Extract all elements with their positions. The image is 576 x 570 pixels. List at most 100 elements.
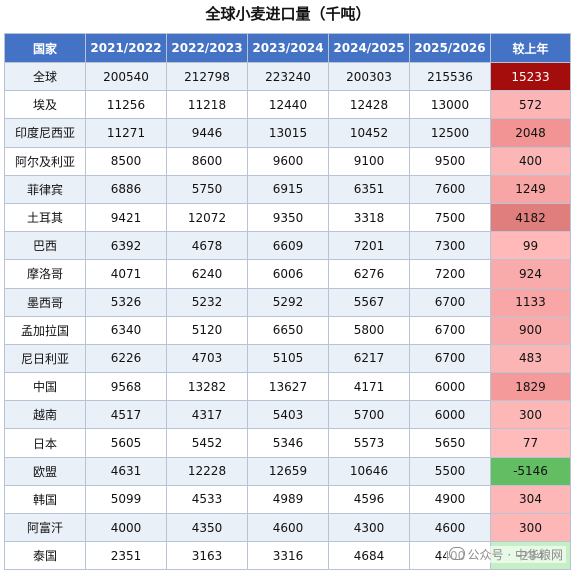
- table-row: 全球 200540 212798 223240 200303 215536 15233: [4, 61, 571, 92]
- value-cell: 6000: [409, 400, 491, 430]
- change-cell: 2048: [490, 118, 571, 148]
- value-cell: 6700: [409, 315, 491, 345]
- change-cell: 1133: [490, 287, 571, 317]
- country-cell: 阿尔及利亚: [4, 146, 86, 176]
- column-header: 2022/2023: [166, 33, 248, 63]
- value-cell: 4989: [247, 484, 329, 515]
- value-cell: 4533: [166, 484, 248, 515]
- value-cell: 3318: [328, 202, 410, 233]
- value-cell: 212798: [166, 61, 248, 92]
- value-cell: 200540: [85, 61, 167, 92]
- value-cell: 4600: [247, 512, 329, 543]
- value-cell: 9500: [409, 146, 491, 176]
- table-row: 阿富汗 4000 4350 4600 4300 4600 300: [4, 512, 571, 543]
- table-row: 菲律宾 6886 5750 6915 6351 7600 1249: [4, 174, 571, 204]
- value-cell: 11271: [85, 118, 167, 148]
- value-cell: 12072: [166, 202, 248, 233]
- value-cell: 12500: [409, 118, 491, 148]
- country-cell: 埃及: [4, 90, 86, 120]
- value-cell: 6006: [247, 259, 329, 289]
- column-header: 国家: [4, 33, 86, 63]
- change-cell: 15233: [490, 61, 571, 92]
- table-row: 日本 5605 5452 5346 5573 5650 77: [4, 428, 571, 458]
- value-cell: 9568: [85, 372, 167, 402]
- table-row: 欧盟 4631 12228 12659 10646 5500 -5146: [4, 456, 571, 486]
- value-cell: 3163: [166, 541, 248, 570]
- value-cell: 5700: [328, 400, 410, 430]
- column-header: 较上年: [490, 33, 571, 63]
- change-cell: 4182: [490, 202, 571, 233]
- value-cell: 4703: [166, 343, 248, 374]
- value-cell: 6340: [85, 315, 167, 345]
- value-cell: 6240: [166, 259, 248, 289]
- value-cell: 12659: [247, 456, 329, 486]
- country-cell: 中国: [4, 372, 86, 402]
- value-cell: 4900: [409, 484, 491, 515]
- change-cell: 1829: [490, 372, 571, 402]
- table-row: 越南 4517 4317 5403 5700 6000 300: [4, 400, 571, 430]
- country-cell: 摩洛哥: [4, 259, 86, 289]
- value-cell: 4678: [166, 231, 248, 261]
- column-header: 2025/2026: [409, 33, 491, 63]
- value-cell: 4631: [85, 456, 167, 486]
- value-cell: 5800: [328, 315, 410, 345]
- country-cell: 韩国: [4, 484, 86, 515]
- value-cell: 13282: [166, 372, 248, 402]
- value-cell: 4350: [166, 512, 248, 543]
- change-cell: 400: [490, 146, 571, 176]
- table-row: 孟加拉国 6340 5120 6650 5800 6700 900: [4, 315, 571, 345]
- value-cell: 5650: [409, 428, 491, 458]
- value-cell: 5099: [85, 484, 167, 515]
- country-cell: 巴西: [4, 231, 86, 261]
- country-cell: 尼日利亚: [4, 343, 86, 374]
- value-cell: 9600: [247, 146, 329, 176]
- value-cell: 5573: [328, 428, 410, 458]
- table-row: 泰国23513163331646844400-284: [4, 541, 571, 570]
- wechat-icon: [448, 547, 465, 560]
- change-cell: 300: [490, 400, 571, 430]
- value-cell: 6915: [247, 174, 329, 204]
- table-row: 韩国 5099 4533 4989 4596 4900 304: [4, 484, 571, 515]
- value-cell: 5500: [409, 456, 491, 486]
- watermark: 公众号 · 中华粮网: [445, 546, 566, 563]
- value-cell: 5452: [166, 428, 248, 458]
- value-cell: 3316: [247, 541, 329, 570]
- table-body: 全球 200540 212798 223240 200303 215536 15233 埃及 1…: [4, 61, 571, 570]
- table-row: 埃及 11256 11218 12440 12428 13000 572: [4, 90, 571, 120]
- column-header: 2023/2024: [247, 33, 329, 63]
- value-cell: 4596: [328, 484, 410, 515]
- country-cell: 越南: [4, 400, 86, 430]
- change-cell: 77: [490, 428, 571, 458]
- country-cell: 印度尼西亚: [4, 118, 86, 148]
- table-row: 中国 9568 13282 13627 4171 6000 1829: [4, 372, 571, 402]
- value-cell: 5403: [247, 400, 329, 430]
- wheat-import-table: 国家 2021/2022 2022/2023 2023/2024 2024/2025 20…: [4, 33, 571, 570]
- country-cell: 孟加拉国: [4, 315, 86, 345]
- value-cell: 12440: [247, 90, 329, 120]
- value-cell: 6886: [85, 174, 167, 204]
- value-cell: 2351: [85, 541, 167, 570]
- value-cell: 7300: [409, 231, 491, 261]
- change-cell: -5146: [490, 456, 571, 486]
- value-cell: 5605: [85, 428, 167, 458]
- table-row: 墨西哥 5326 5232 5292 5567 6700 1133: [4, 287, 571, 317]
- table-row: 巴西 6392 4678 6609 7201 7300 99: [4, 231, 571, 261]
- chart-title: 全球小麦进口量（千吨）: [205, 5, 371, 23]
- value-cell: 9350: [247, 202, 329, 233]
- value-cell: 12428: [328, 90, 410, 120]
- table-header-row: 国家 2021/2022 2022/2023 2023/2024 2024/2025 20…: [4, 33, 571, 63]
- table-row: 阿尔及利亚 8500 8600 9600 9100 9500 400: [4, 146, 571, 176]
- value-cell: 4684: [328, 541, 410, 570]
- value-cell: 6700: [409, 343, 491, 374]
- value-cell: 6000: [409, 372, 491, 402]
- value-cell: 6650: [247, 315, 329, 345]
- table-row: 土耳其 9421 12072 9350 3318 7500 4182: [4, 202, 571, 233]
- value-cell: 6217: [328, 343, 410, 374]
- value-cell: 11218: [166, 90, 248, 120]
- value-cell: 4071: [85, 259, 167, 289]
- country-cell: 土耳其: [4, 202, 86, 233]
- value-cell: 5750: [166, 174, 248, 204]
- value-cell: 6276: [328, 259, 410, 289]
- table-row: 尼日利亚 6226 4703 5105 6217 6700 483: [4, 343, 571, 374]
- value-cell: 5326: [85, 287, 167, 317]
